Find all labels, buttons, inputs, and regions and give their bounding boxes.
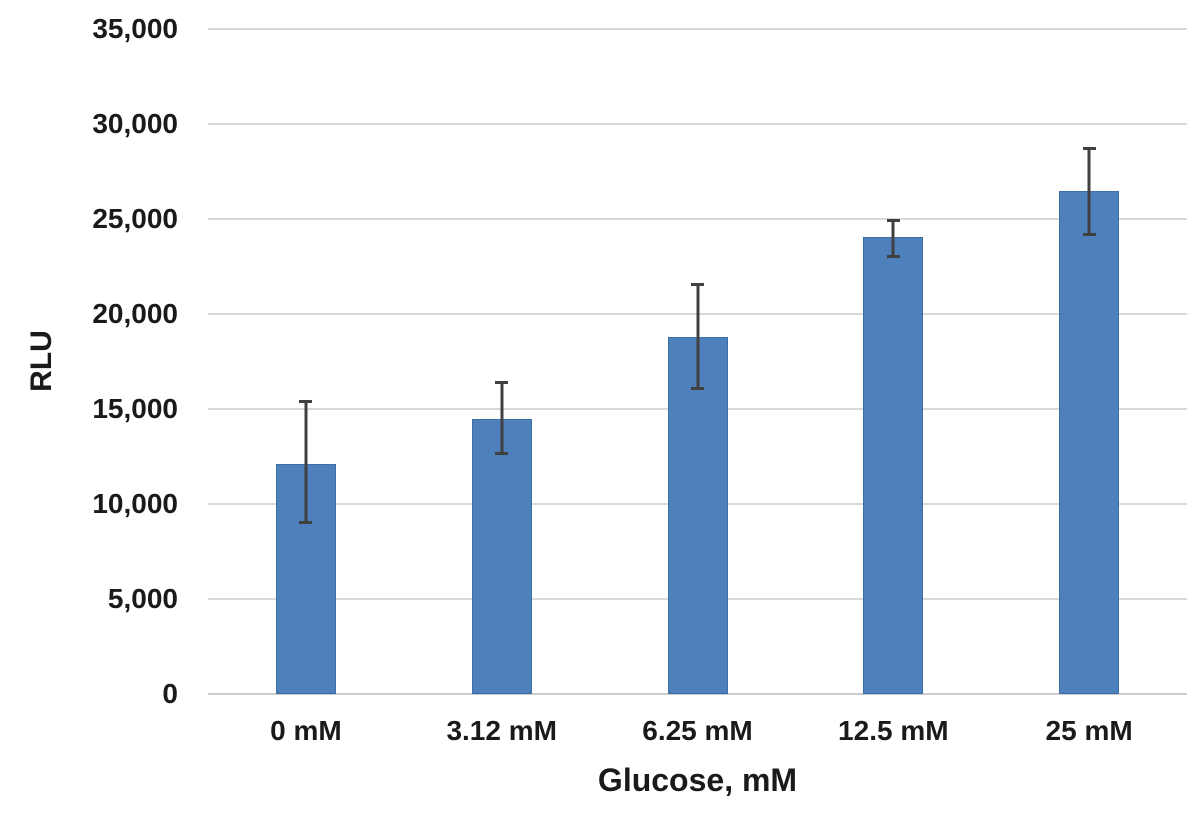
error-bar <box>299 400 313 524</box>
x-tick-label: 0 mM <box>270 715 342 746</box>
error-bar <box>1082 146 1096 237</box>
error-bar-line <box>696 282 699 390</box>
y-tick-label: 10,000 <box>92 488 178 519</box>
y-tick-label: 30,000 <box>92 108 178 139</box>
error-bar-cap-top <box>691 282 704 286</box>
error-bar-cap-top <box>1082 146 1096 150</box>
error-bar-cap-top <box>495 381 509 385</box>
error-bar-cap-bottom <box>495 451 509 455</box>
x-axis-title: Glucose, mM <box>597 762 798 798</box>
plot-area <box>208 28 1187 695</box>
error-bar-cap-bottom <box>886 254 900 258</box>
bar-3-12-mM <box>471 418 532 694</box>
bar-25-mM <box>1059 191 1120 694</box>
bar-6-25-mM <box>667 336 728 694</box>
x-tick-label: 3.12 mM <box>446 715 557 746</box>
error-bar <box>886 219 900 258</box>
error-bar-cap-bottom <box>691 386 704 390</box>
y-tick-label: 35,000 <box>92 13 178 44</box>
y-tick-label: 25,000 <box>92 203 178 234</box>
error-bar <box>691 282 704 390</box>
x-tick-label: 12.5 mM <box>838 715 949 746</box>
error-bar-cap-bottom <box>299 520 313 524</box>
error-bar-cap-top <box>299 400 313 404</box>
error-bar-cap-bottom <box>1082 233 1096 237</box>
error-bar-line <box>500 381 504 455</box>
x-axis-line <box>208 693 1187 695</box>
bar-12-5-mM <box>863 237 924 694</box>
gridline <box>208 123 1187 125</box>
x-tick-label: 25 mM <box>1045 715 1133 746</box>
error-bar-cap-top <box>886 219 900 222</box>
gridline <box>208 218 1187 220</box>
gridline <box>208 28 1187 30</box>
y-axis-title: RLU <box>25 330 58 392</box>
x-tick-label: 6.25 mM <box>642 715 753 746</box>
y-tick-label: 15,000 <box>92 393 178 424</box>
error-bar-line <box>891 219 895 258</box>
y-tick-label: 20,000 <box>92 298 178 329</box>
y-tick-label: 5,000 <box>107 583 178 614</box>
y-tick-label: 0 <box>162 678 178 709</box>
error-bar-line <box>1087 146 1091 237</box>
error-bar <box>495 381 509 455</box>
error-bar-line <box>304 400 308 524</box>
